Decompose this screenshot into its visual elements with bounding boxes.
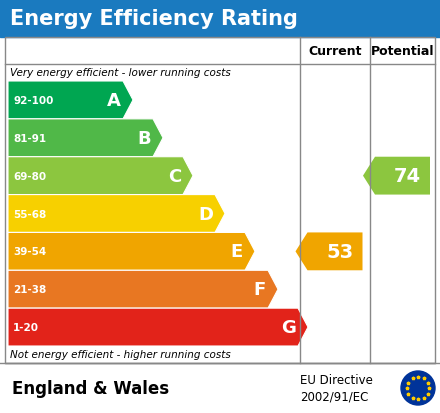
Polygon shape bbox=[8, 309, 308, 346]
Text: 69-80: 69-80 bbox=[13, 171, 46, 181]
Text: 55-68: 55-68 bbox=[13, 209, 46, 219]
Text: Potential: Potential bbox=[371, 45, 434, 58]
Text: Energy Efficiency Rating: Energy Efficiency Rating bbox=[10, 9, 298, 29]
Text: E: E bbox=[231, 243, 243, 261]
Text: G: G bbox=[281, 318, 296, 336]
Polygon shape bbox=[8, 233, 255, 271]
Polygon shape bbox=[8, 82, 133, 120]
Text: Current: Current bbox=[308, 45, 362, 58]
Polygon shape bbox=[8, 120, 163, 157]
Text: 1-20: 1-20 bbox=[13, 322, 39, 332]
Text: D: D bbox=[198, 205, 213, 223]
Text: 92-100: 92-100 bbox=[13, 96, 53, 106]
Text: A: A bbox=[107, 92, 121, 110]
Text: F: F bbox=[254, 280, 266, 299]
Text: B: B bbox=[137, 129, 151, 147]
Bar bbox=[0, 0, 440, 38]
Text: 21-38: 21-38 bbox=[13, 285, 46, 294]
Text: C: C bbox=[168, 167, 181, 185]
Bar bbox=[5, 38, 435, 363]
Polygon shape bbox=[363, 157, 430, 195]
Polygon shape bbox=[8, 271, 278, 309]
Text: 74: 74 bbox=[394, 167, 421, 186]
Text: England & Wales: England & Wales bbox=[12, 379, 169, 397]
Text: 81-91: 81-91 bbox=[13, 133, 46, 143]
Text: 39-54: 39-54 bbox=[13, 247, 46, 257]
Circle shape bbox=[401, 371, 435, 405]
Text: EU Directive: EU Directive bbox=[300, 374, 373, 387]
Polygon shape bbox=[8, 195, 225, 233]
Text: 2002/91/EC: 2002/91/EC bbox=[300, 389, 368, 403]
Polygon shape bbox=[296, 233, 363, 271]
Bar bbox=[0, 363, 440, 413]
Polygon shape bbox=[8, 157, 193, 195]
Text: Very energy efficient - lower running costs: Very energy efficient - lower running co… bbox=[10, 68, 231, 78]
Text: 53: 53 bbox=[326, 242, 354, 261]
Text: Not energy efficient - higher running costs: Not energy efficient - higher running co… bbox=[10, 350, 231, 360]
